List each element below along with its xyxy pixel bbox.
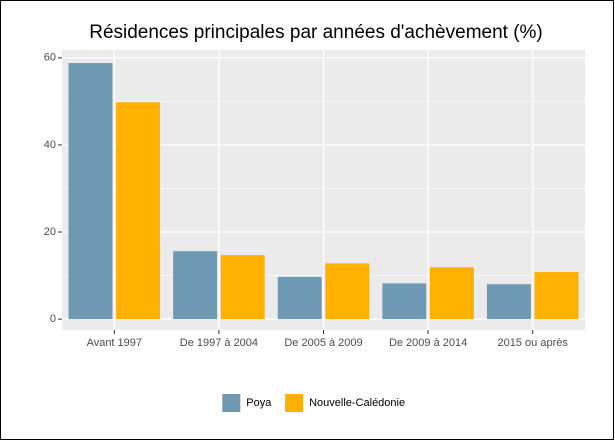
bar xyxy=(325,263,370,320)
legend-key xyxy=(285,394,304,412)
y-tick-label: 60 xyxy=(44,52,56,64)
x-tick-label: Avant 1997 xyxy=(87,337,142,349)
x-tick-label: De 2005 à 2009 xyxy=(284,337,362,349)
chart-title: Résidences principales par années d'achè… xyxy=(89,22,543,43)
y-tick-label: 40 xyxy=(44,139,56,151)
bar xyxy=(534,272,579,320)
legend-label: Poya xyxy=(246,397,272,409)
y-tick-label: 0 xyxy=(50,313,56,325)
bar xyxy=(116,102,161,320)
x-tick-label: De 1997 à 2004 xyxy=(180,337,258,349)
y-tick-label: 20 xyxy=(44,226,56,238)
bar xyxy=(68,63,113,320)
legend-label: Nouvelle-Calédonie xyxy=(309,397,405,409)
bar xyxy=(429,267,474,320)
x-tick-label: 2015 ou après xyxy=(498,337,569,349)
bar xyxy=(382,283,427,320)
x-tick-label: De 2009 à 2014 xyxy=(389,337,467,349)
bar xyxy=(486,284,531,320)
bar xyxy=(220,255,265,320)
bar xyxy=(277,276,322,320)
bar xyxy=(173,251,218,320)
legend-key xyxy=(222,394,241,412)
